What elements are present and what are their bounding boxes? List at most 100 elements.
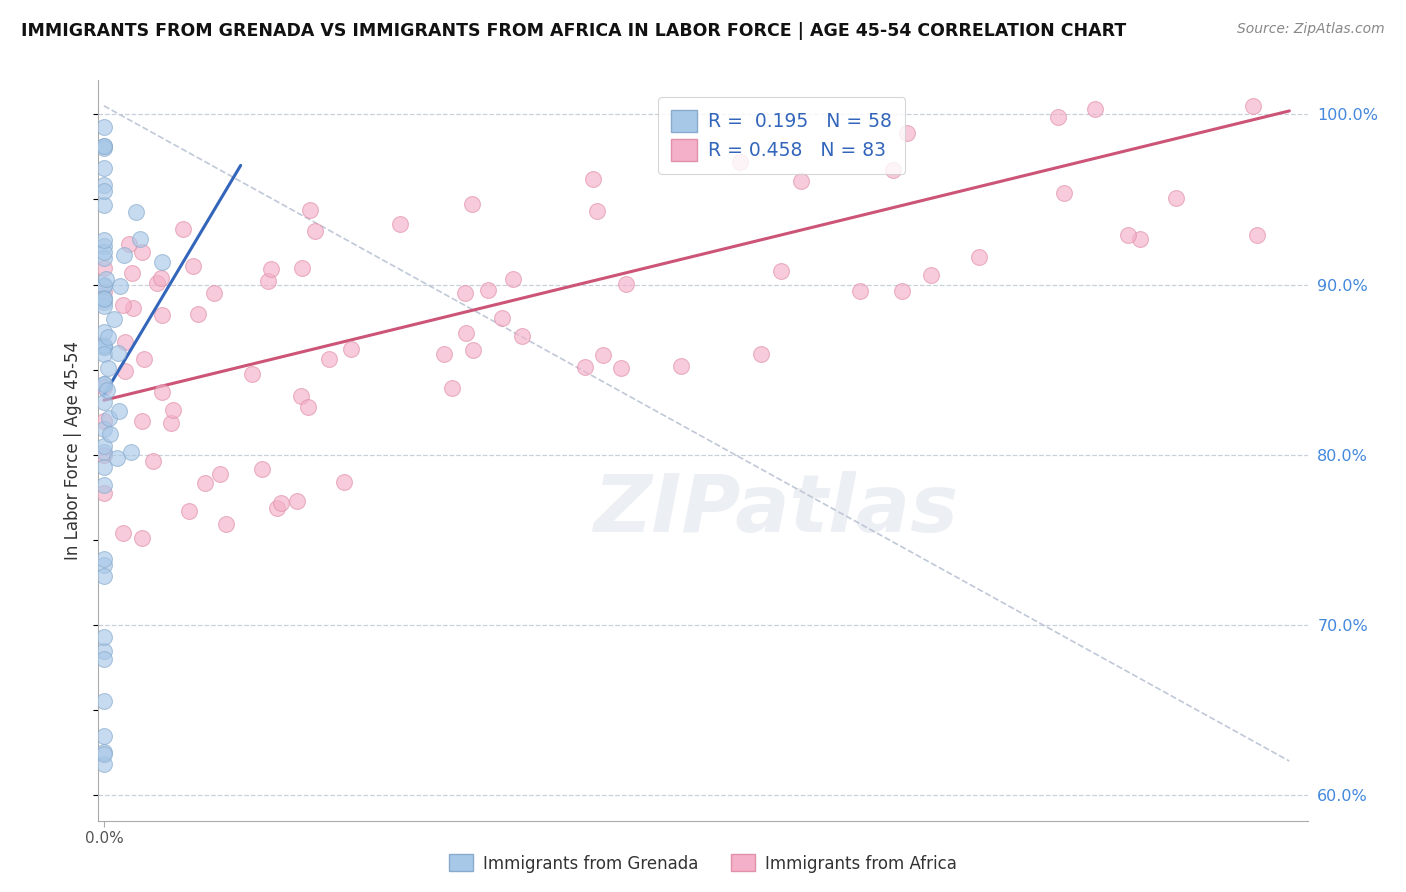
Text: ZIPatlas: ZIPatlas — [593, 471, 957, 549]
Point — [257, 274, 280, 288]
Point — [463, 343, 485, 357]
Point — [93, 292, 115, 306]
Point — [749, 347, 772, 361]
Legend: Immigrants from Grenada, Immigrants from Africa: Immigrants from Grenada, Immigrants from… — [443, 847, 963, 880]
Point — [250, 462, 273, 476]
Y-axis label: In Labor Force | Age 45-54: In Labor Force | Age 45-54 — [65, 341, 83, 560]
Point — [150, 255, 173, 269]
Point — [93, 747, 115, 761]
Point — [118, 237, 141, 252]
Point — [240, 367, 263, 381]
Point — [93, 652, 115, 666]
Point — [93, 485, 115, 500]
Point — [96, 384, 118, 398]
Point — [491, 310, 513, 325]
Point — [93, 233, 115, 247]
Point — [93, 294, 115, 309]
Point — [98, 410, 121, 425]
Point — [1129, 232, 1152, 246]
Point — [1053, 186, 1076, 200]
Point — [100, 427, 122, 442]
Point — [146, 277, 169, 291]
Point — [728, 154, 751, 169]
Point — [215, 516, 238, 531]
Point — [93, 729, 115, 743]
Point — [297, 401, 319, 415]
Point — [93, 138, 115, 153]
Point — [93, 251, 115, 265]
Point — [93, 285, 115, 299]
Point — [93, 448, 115, 462]
Point — [461, 197, 484, 211]
Point — [93, 244, 115, 259]
Point — [93, 694, 115, 708]
Point — [93, 745, 115, 759]
Point — [790, 174, 813, 188]
Point — [586, 203, 609, 218]
Point — [122, 301, 145, 315]
Point — [1241, 99, 1264, 113]
Point — [592, 348, 614, 362]
Legend: R =  0.195   N = 58, R = 0.458   N = 83: R = 0.195 N = 58, R = 0.458 N = 83 — [658, 97, 905, 174]
Point — [266, 500, 288, 515]
Point — [93, 141, 115, 155]
Point — [609, 360, 631, 375]
Point — [891, 284, 914, 298]
Point — [93, 325, 115, 339]
Point — [93, 569, 115, 583]
Point — [93, 291, 115, 305]
Point — [1164, 191, 1187, 205]
Point — [93, 340, 115, 354]
Point — [97, 330, 120, 344]
Point — [93, 377, 115, 392]
Point — [502, 272, 524, 286]
Point — [149, 271, 172, 285]
Point — [107, 404, 129, 418]
Point — [582, 172, 605, 186]
Point — [510, 328, 533, 343]
Point — [129, 232, 152, 246]
Point — [967, 250, 990, 264]
Point — [105, 450, 128, 465]
Point — [93, 138, 115, 153]
Point — [93, 347, 115, 361]
Point — [93, 239, 115, 253]
Text: Source: ZipAtlas.com: Source: ZipAtlas.com — [1237, 22, 1385, 37]
Point — [125, 205, 148, 219]
Point — [93, 161, 115, 176]
Point — [172, 222, 194, 236]
Point — [1047, 110, 1070, 124]
Point — [93, 444, 115, 458]
Point — [131, 531, 153, 545]
Point — [93, 552, 115, 566]
Point — [260, 262, 283, 277]
Point — [616, 277, 638, 292]
Point — [93, 379, 115, 393]
Point — [93, 395, 115, 409]
Point — [1084, 103, 1107, 117]
Point — [920, 268, 942, 282]
Point — [93, 260, 115, 275]
Point — [103, 312, 125, 326]
Point — [187, 307, 209, 321]
Point — [93, 460, 115, 475]
Point — [131, 244, 153, 259]
Point — [93, 279, 115, 293]
Point — [340, 343, 363, 357]
Point — [114, 248, 136, 262]
Point — [433, 347, 456, 361]
Point — [181, 259, 204, 273]
Point — [291, 260, 314, 275]
Point — [769, 264, 792, 278]
Point — [142, 454, 165, 468]
Point — [290, 389, 312, 403]
Point — [440, 381, 463, 395]
Point — [93, 414, 115, 428]
Point — [208, 467, 231, 481]
Point — [202, 286, 225, 301]
Point — [477, 283, 499, 297]
Point — [93, 184, 115, 198]
Point — [110, 278, 132, 293]
Point — [107, 346, 129, 360]
Point — [318, 351, 340, 366]
